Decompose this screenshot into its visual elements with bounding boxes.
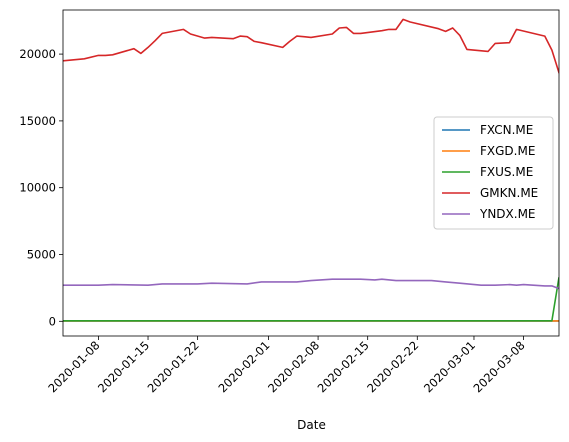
legend-entry: GMKN.ME xyxy=(480,186,538,200)
plot-frame xyxy=(62,9,560,337)
y-axis: 0 5000 10000 15000 20000 xyxy=(19,47,63,328)
x-tick-label: 2020-02-01 xyxy=(215,338,272,395)
x-tick-label: 2020-02-15 xyxy=(315,338,372,395)
y-tick-label: 15000 xyxy=(19,114,56,128)
y-tick-label: 20000 xyxy=(19,47,56,61)
x-tick-label: 2020-01-15 xyxy=(95,338,152,395)
x-tick-label: 2020-01-22 xyxy=(145,338,202,395)
legend-box xyxy=(433,116,554,230)
series-line-yndx-me xyxy=(63,278,559,290)
y-tick-label: 10000 xyxy=(19,181,56,195)
x-tick-label: 2020-02-22 xyxy=(364,338,421,395)
legend: FXCN.ME FXGD.ME FXUS.ME GMKN.ME YNDX.ME xyxy=(433,116,554,230)
x-tick-label: 2020-03-01 xyxy=(421,338,478,395)
y-tick-label: 5000 xyxy=(27,248,56,262)
legend-entry: YNDX.ME xyxy=(479,207,536,221)
y-tick-label: 0 xyxy=(49,314,56,328)
legend-entry: FXCN.ME xyxy=(480,123,533,137)
x-axis-label: Date xyxy=(297,418,326,432)
plot-lines xyxy=(63,18,559,322)
series-line-gmkn-me xyxy=(63,18,559,75)
legend-entry: FXUS.ME xyxy=(480,165,533,179)
series-line-fxus-me xyxy=(63,277,559,322)
legend-entry: FXGD.ME xyxy=(480,144,535,158)
x-tick-label: 2020-03-08 xyxy=(471,338,528,395)
x-tick-label: 2020-01-08 xyxy=(45,338,102,395)
x-tick-label: 2020-02-08 xyxy=(265,338,322,395)
